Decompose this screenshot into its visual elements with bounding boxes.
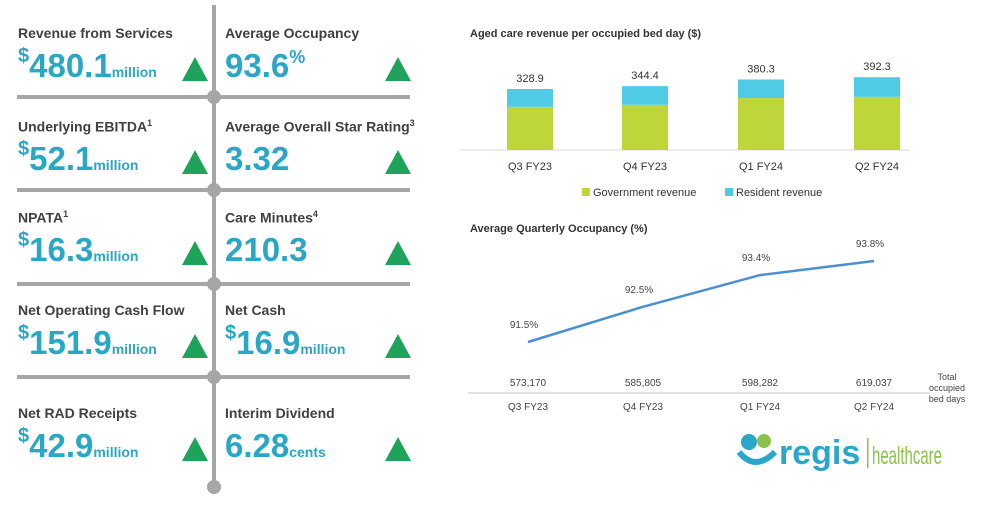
kpi-value: 93.6%: [225, 47, 306, 84]
kpi-card: Average Overall Star Rating3 3.32: [225, 118, 415, 208]
trend-up-icon: [182, 57, 208, 81]
trend-up-icon: [182, 437, 208, 461]
x-tick-label: Q4 FY23: [623, 161, 667, 173]
occupancy-line-chart: 91.5% 573,170 Q3 FY23 92.5% 585,805 Q4 FY23 93…: [468, 240, 966, 413]
kpi-value: $16.3million: [18, 229, 139, 268]
trend-up-icon: [385, 57, 411, 81]
kpi-card: Revenue from Services $480.1million: [18, 25, 208, 115]
legend-swatch: [725, 188, 733, 196]
bar-government: [622, 104, 668, 150]
kpi-title: Net Cash: [225, 302, 286, 318]
data-label: 93.4%: [742, 253, 770, 264]
data-label: 328.9: [516, 73, 544, 85]
kpi-title: Average Occupancy: [225, 25, 360, 41]
kpi-value: $480.1million: [18, 45, 157, 84]
x-tick-label: Q2 FY24: [854, 402, 894, 413]
kpi-title: Care Minutes4: [225, 209, 318, 226]
grid-vertical-divider: [212, 5, 216, 487]
trend-up-icon: [182, 150, 208, 174]
kpi-value: $151.9million: [18, 322, 157, 361]
grid-node: [207, 370, 221, 384]
x-tick-label: Q4 FY23: [623, 402, 663, 413]
bar-resident: [738, 79, 784, 99]
revenue-bar-chart: 328.9 Q3 FY23 344.4 Q4 FY23 380.3 Q1 FY24 392.…: [460, 61, 910, 199]
kpi-title: NPATA1: [18, 209, 69, 226]
trend-up-icon: [385, 334, 411, 358]
x-tick-label: Q1 FY24: [739, 161, 783, 173]
kpi-value: $52.1million: [18, 138, 139, 177]
bar-resident: [854, 77, 900, 97]
kpi-card: Average Occupancy 93.6%: [225, 25, 411, 115]
trend-up-icon: [385, 437, 411, 461]
data-label: 92.5%: [625, 285, 653, 296]
kpi-value: $42.9million: [18, 425, 139, 464]
kpi-card: Net RAD Receipts $42.9million: [18, 405, 208, 495]
bar-government: [854, 96, 900, 150]
line-chart-title: Average Quarterly Occupancy (%): [470, 223, 648, 235]
kpi-card: Interim Dividend 6.28cents: [225, 405, 411, 495]
bed-days-value: 573,170: [510, 378, 547, 389]
svg-text:healthcare: healthcare: [872, 442, 942, 470]
kpi-card: NPATA1 $16.3million: [18, 209, 208, 299]
kpi-title: Revenue from Services: [18, 25, 173, 41]
kpi-card: Net Cash $16.9million: [225, 302, 411, 392]
kpi-title: Average Overall Star Rating3: [225, 118, 415, 135]
grid-node: [207, 480, 221, 494]
data-label: 380.3: [747, 63, 775, 75]
bed-days-row-label: Total occupied bed days: [929, 372, 966, 404]
bed-days-value: 585,805: [625, 378, 662, 389]
kpi-value: 6.28cents: [225, 427, 326, 464]
kpi-card: Care Minutes4 210.3: [225, 209, 411, 299]
kpi-title: Interim Dividend: [225, 405, 335, 421]
trend-up-icon: [385, 241, 411, 265]
kpi-card: Underlying EBITDA1 $52.1million: [18, 118, 208, 208]
kpi-value: 3.32: [225, 140, 290, 177]
bar-resident: [507, 89, 553, 107]
x-tick-label: Q2 FY24: [855, 161, 899, 173]
bed-days-value: 598,282: [742, 378, 779, 389]
data-label: 392.3: [863, 61, 891, 73]
kpi-title: Underlying EBITDA1: [18, 118, 153, 135]
data-label: 93.8%: [856, 240, 884, 250]
grid-node: [207, 90, 221, 104]
occupancy-line: [527, 259, 875, 344]
data-label: 91.5%: [510, 320, 538, 331]
grid-node: [207, 277, 221, 291]
kpi-title: Net Operating Cash Flow: [18, 302, 185, 318]
legend-label: Government revenue: [593, 187, 696, 199]
data-label: 344.4: [631, 70, 659, 82]
bar-government: [507, 106, 553, 150]
regis-healthcare-logo: regis healthcare: [736, 434, 942, 472]
trend-up-icon: [182, 334, 208, 358]
legend-swatch: [582, 188, 590, 196]
bar-resident: [622, 86, 668, 105]
kpi-value: $16.9million: [225, 322, 346, 361]
kpi-card: Net Operating Cash Flow $151.9million: [18, 302, 208, 392]
x-tick-label: Q3 FY23: [508, 402, 548, 413]
legend-label: Resident revenue: [736, 187, 822, 199]
kpi-value: 210.3: [225, 231, 308, 268]
bar-government: [738, 98, 784, 150]
bed-days-value: 619,037: [856, 378, 893, 389]
trend-up-icon: [182, 241, 208, 265]
svg-text:regis: regis: [779, 434, 860, 472]
bar-chart-title: Aged care revenue per occupied bed day (…: [470, 28, 702, 40]
grid-node: [207, 183, 221, 197]
x-tick-label: Q1 FY24: [740, 402, 780, 413]
x-tick-label: Q3 FY23: [508, 161, 552, 173]
trend-up-icon: [385, 150, 411, 174]
kpi-title: Net RAD Receipts: [18, 405, 138, 421]
